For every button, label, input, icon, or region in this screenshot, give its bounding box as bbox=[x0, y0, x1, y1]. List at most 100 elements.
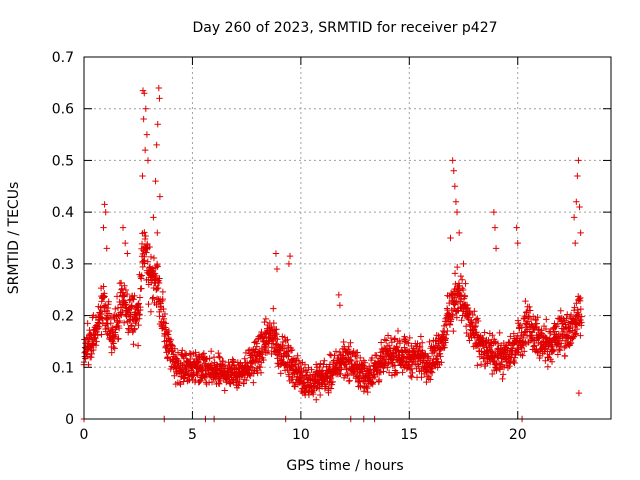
data-point bbox=[147, 253, 155, 261]
data-point bbox=[89, 341, 97, 348]
data-point bbox=[521, 329, 528, 336]
data-points bbox=[80, 84, 585, 423]
data-point bbox=[347, 339, 354, 346]
data-point bbox=[488, 348, 496, 355]
data-point bbox=[542, 325, 550, 333]
data-point bbox=[573, 325, 581, 333]
data-point bbox=[391, 335, 399, 342]
data-point bbox=[147, 308, 155, 315]
data-point bbox=[215, 353, 223, 360]
data-point bbox=[92, 342, 100, 349]
data-point bbox=[550, 347, 557, 355]
data-point bbox=[354, 365, 362, 372]
data-point bbox=[369, 380, 376, 388]
data-point bbox=[114, 335, 122, 343]
data-point bbox=[401, 333, 408, 340]
data-point bbox=[140, 115, 147, 123]
data-point bbox=[428, 369, 436, 376]
data-point bbox=[126, 326, 133, 334]
data-point bbox=[577, 229, 584, 237]
data-point bbox=[141, 260, 148, 267]
data-point bbox=[405, 340, 412, 347]
data-point bbox=[463, 302, 471, 309]
data-point bbox=[270, 319, 277, 327]
data-point bbox=[176, 379, 184, 387]
data-point bbox=[557, 343, 564, 350]
data-point bbox=[154, 121, 161, 128]
data-point bbox=[347, 357, 355, 365]
data-point bbox=[384, 364, 391, 371]
data-point bbox=[368, 354, 376, 362]
data-point bbox=[560, 315, 567, 323]
data-point bbox=[207, 348, 215, 355]
data-point bbox=[578, 313, 585, 320]
data-point bbox=[496, 329, 503, 337]
data-point bbox=[357, 354, 364, 362]
data-point bbox=[288, 346, 296, 354]
data-point bbox=[419, 348, 426, 356]
data-point bbox=[105, 310, 113, 317]
data-point bbox=[107, 320, 114, 327]
data-point bbox=[122, 301, 130, 308]
data-point bbox=[391, 336, 398, 343]
data-point bbox=[490, 208, 498, 216]
data-point bbox=[258, 351, 265, 358]
data-point bbox=[521, 315, 529, 322]
data-point bbox=[426, 338, 433, 346]
data-point bbox=[304, 369, 311, 376]
data-point bbox=[407, 372, 415, 380]
data-point bbox=[507, 333, 514, 340]
data-point bbox=[122, 239, 129, 247]
data-point bbox=[351, 353, 359, 360]
data-point bbox=[141, 90, 148, 97]
data-point bbox=[115, 335, 122, 342]
data-point bbox=[88, 353, 95, 361]
data-point bbox=[279, 338, 287, 346]
data-point bbox=[153, 262, 161, 269]
y-tick-label: 0.3 bbox=[52, 257, 74, 273]
data-point bbox=[102, 208, 109, 216]
data-point bbox=[511, 354, 518, 361]
data-point bbox=[480, 355, 487, 362]
data-point bbox=[122, 286, 130, 294]
data-point bbox=[242, 376, 250, 384]
data-point bbox=[312, 396, 320, 403]
data-point bbox=[357, 383, 364, 391]
data-point bbox=[557, 307, 564, 314]
data-point bbox=[286, 377, 293, 385]
data-point bbox=[134, 342, 142, 349]
data-point bbox=[150, 254, 158, 262]
data-point bbox=[402, 336, 409, 344]
data-point bbox=[338, 364, 345, 372]
data-point bbox=[142, 105, 150, 112]
data-point bbox=[418, 339, 426, 346]
data-point bbox=[144, 157, 152, 164]
data-point bbox=[470, 343, 477, 350]
data-point bbox=[270, 305, 277, 312]
data-point bbox=[94, 332, 101, 339]
data-point bbox=[522, 297, 529, 305]
data-point bbox=[561, 352, 569, 360]
data-point bbox=[377, 339, 385, 346]
data-point bbox=[241, 355, 248, 362]
data-point bbox=[141, 146, 149, 154]
data-point bbox=[458, 276, 466, 283]
data-point bbox=[100, 224, 107, 231]
data-point bbox=[156, 275, 163, 282]
data-point bbox=[179, 347, 186, 354]
data-point bbox=[121, 282, 128, 289]
data-point bbox=[468, 317, 475, 324]
data-point bbox=[477, 361, 485, 368]
x-tick-label: 20 bbox=[509, 427, 527, 443]
data-point bbox=[577, 332, 584, 339]
data-point bbox=[350, 371, 357, 379]
data-point bbox=[321, 357, 328, 364]
data-point bbox=[145, 300, 152, 308]
data-point bbox=[523, 308, 530, 316]
data-point bbox=[480, 343, 487, 350]
data-point bbox=[543, 316, 550, 323]
data-point bbox=[398, 357, 406, 364]
data-point bbox=[167, 336, 175, 344]
data-point bbox=[462, 323, 470, 330]
